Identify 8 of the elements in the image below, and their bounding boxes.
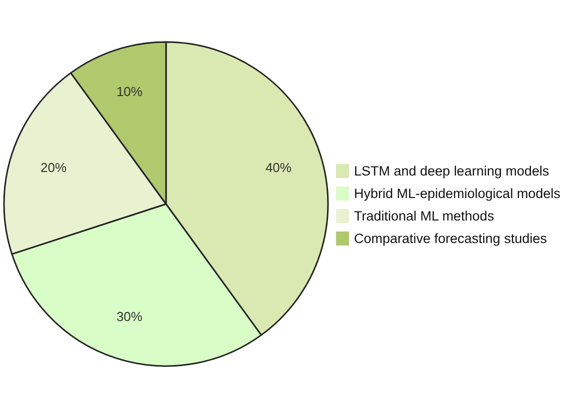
legend-label: Traditional ML methods	[354, 208, 494, 224]
data-label: 40%	[265, 160, 292, 175]
legend-label: Hybrid ML-epidemiological models	[354, 186, 561, 201]
legend-label: Comparative forecasting studies	[354, 231, 548, 246]
data-label: 20%	[40, 160, 67, 175]
data-label: 10%	[116, 84, 143, 100]
data-label: 30%	[116, 308, 143, 324]
legend-label: LSTM and deep learning models	[354, 164, 550, 178]
